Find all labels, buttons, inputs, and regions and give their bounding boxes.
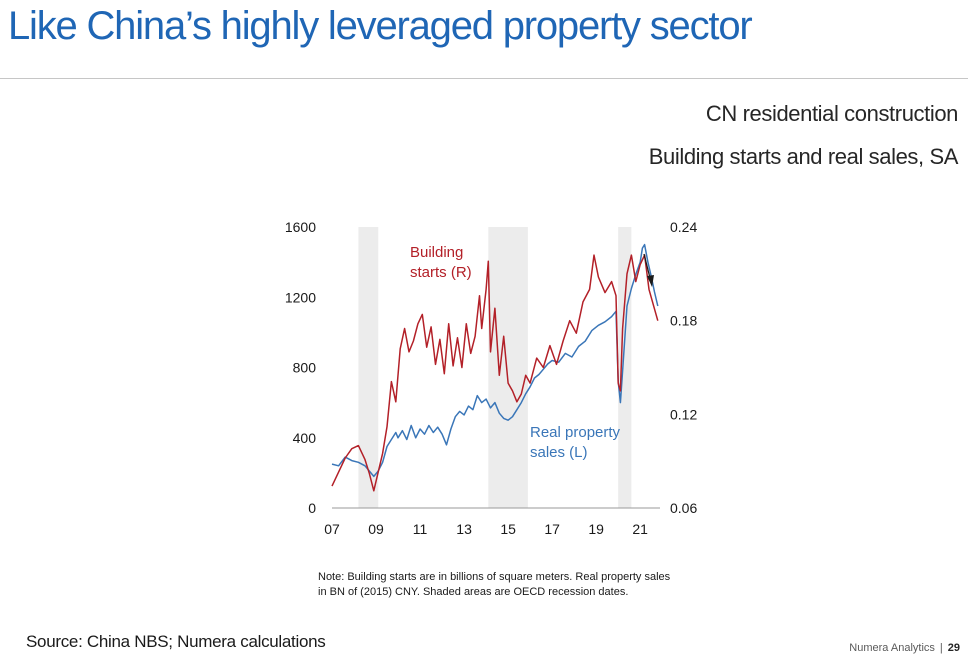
left-axis-tick-1200: 1200 [285, 289, 316, 305]
chart-subtitle-primary: CN residential construction [705, 101, 958, 126]
footer-brand: Numera Analytics [849, 642, 935, 654]
x-axis-tick-21: 21 [632, 521, 648, 537]
down-arrow-head-icon [647, 275, 654, 287]
real-sales-label-line2: sales (L) [530, 444, 588, 461]
left-axis-tick-0: 0 [308, 500, 316, 516]
slide-footer: Numera Analytics | 29 [849, 642, 960, 654]
footer-separator: | [939, 642, 943, 654]
recession-band-2 [488, 227, 528, 508]
slide-title: Like China’s highly leveraged property s… [8, 4, 753, 48]
chart-note: Note: Building starts are in billions of… [318, 571, 671, 598]
x-axis-tick-13: 13 [456, 521, 472, 537]
x-axis-tick-07: 07 [324, 521, 340, 537]
x-axis-tick-11: 11 [413, 521, 428, 537]
x-axis-tick-09: 09 [368, 521, 384, 537]
right-axis-tick-0.06: 0.06 [670, 500, 697, 516]
right-axis-tick-0.18: 0.18 [670, 313, 697, 329]
left-axis-tick-400: 400 [293, 430, 317, 446]
building-starts-label-line2: starts (R) [410, 264, 472, 281]
page-number: 29 [947, 642, 960, 654]
right-axis-tick-0.24: 0.24 [670, 219, 697, 235]
chart-subtitle-secondary: Building starts and real sales, SA [648, 144, 959, 169]
recession-band-1 [358, 227, 379, 508]
property-chart: 0 400 800 1200 1600 0.06 0.12 0.18 0.24 07 09 11 13 1… [285, 219, 698, 537]
right-axis-tick-0.12: 0.12 [670, 406, 697, 422]
x-axis-tick-17: 17 [544, 521, 560, 537]
building-starts-line [331, 254, 659, 492]
left-axis-tick-1600: 1600 [285, 219, 316, 235]
x-axis-tick-19: 19 [588, 521, 604, 537]
left-axis-tick-800: 800 [293, 360, 317, 376]
title-divider [0, 78, 968, 79]
recession-band-3 [618, 227, 632, 508]
building-starts-label-line1: Building [410, 244, 463, 261]
source-line: Source: China NBS; Numera calculations [26, 632, 326, 651]
x-axis-tick-15: 15 [500, 521, 516, 537]
real-sales-label-line1: Real property [530, 424, 621, 441]
